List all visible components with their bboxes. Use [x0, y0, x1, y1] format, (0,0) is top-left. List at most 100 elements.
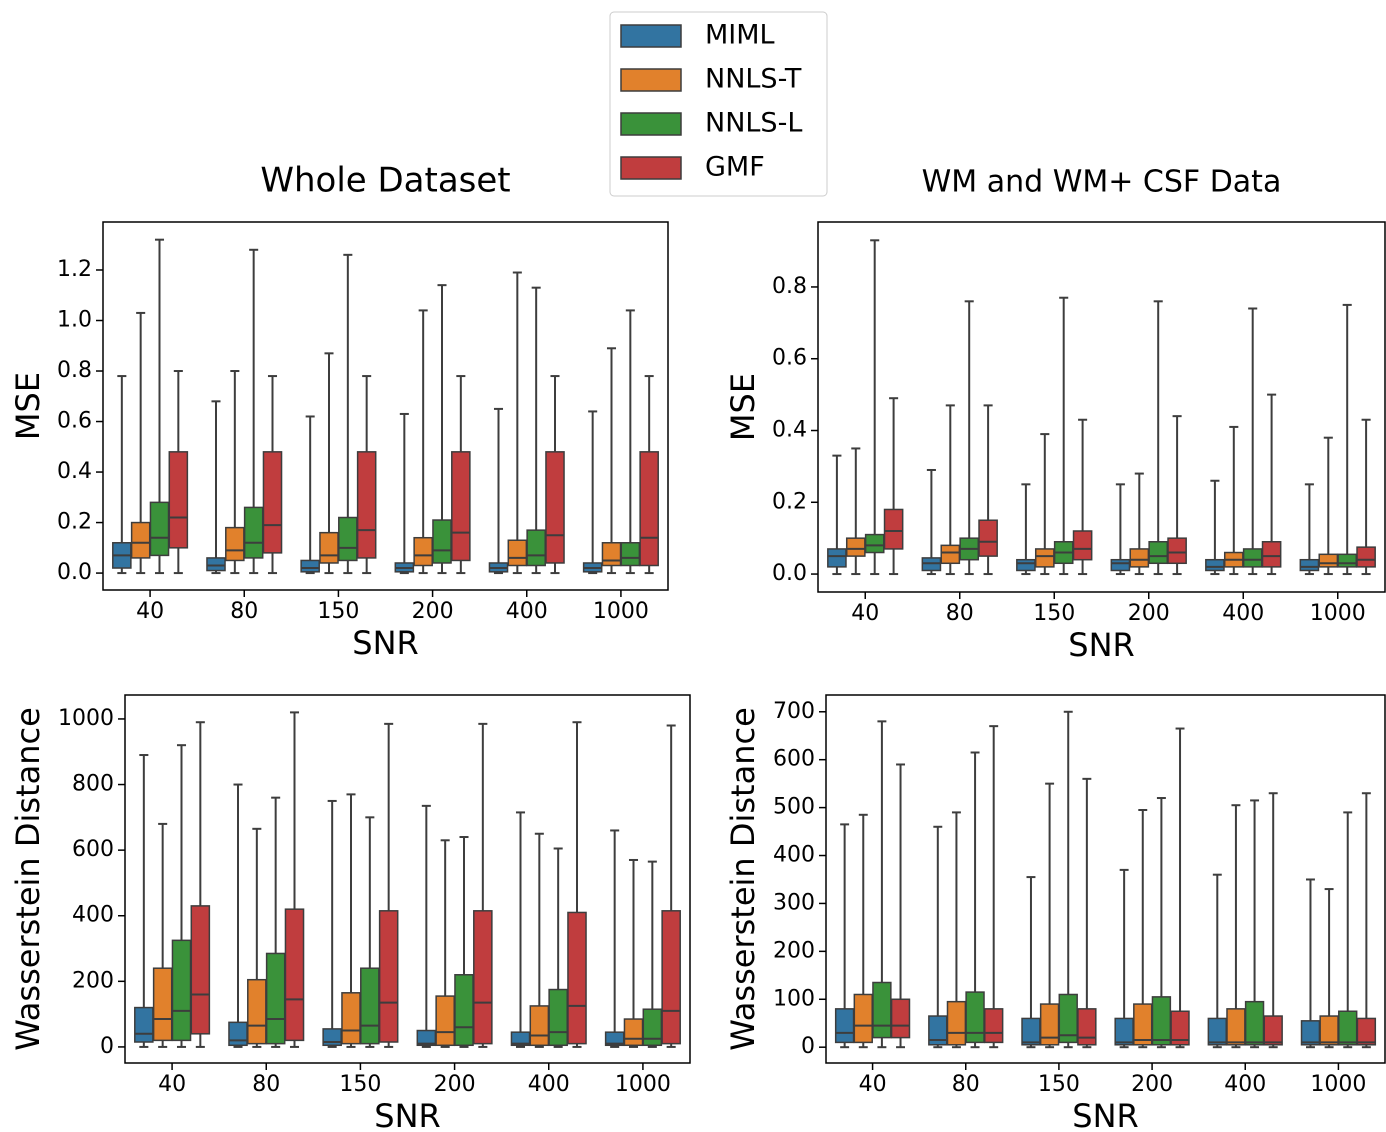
box: [984, 1008, 1004, 1044]
legend-swatch: [620, 24, 682, 48]
x-tick-label: 80: [230, 599, 258, 624]
x-axis-label: SNR: [1072, 1097, 1138, 1132]
x-axis-label: SNR: [352, 624, 418, 662]
y-tick-label: 0.0: [57, 560, 92, 585]
x-tick-label: 80: [946, 601, 974, 626]
box: [190, 905, 211, 1035]
x-axis-label: SNR: [374, 1097, 440, 1132]
y-tick-label: 0.2: [57, 510, 92, 535]
box: [413, 536, 433, 567]
y-axis-label: Wasserstein Distance: [724, 707, 762, 1051]
y-tick-label: 600: [773, 747, 815, 772]
box: [360, 967, 380, 1045]
x-tick-label: 200: [1128, 601, 1170, 626]
legend-label: MIML: [705, 20, 775, 51]
y-tick-label: 600: [72, 837, 114, 862]
legend-label: NNLS-L: [705, 108, 802, 139]
legend-label: GMF: [705, 152, 765, 183]
legend-swatch: [620, 68, 682, 92]
legend-frame: [609, 11, 828, 197]
box: [853, 993, 873, 1044]
axes-frame: [124, 694, 691, 1064]
box: [149, 501, 170, 557]
y-tick-label: 400: [773, 843, 815, 868]
x-tick-label: 400: [1222, 601, 1264, 626]
legend-swatch: [620, 112, 682, 136]
box: [1021, 1017, 1041, 1046]
x-tick-label: 150: [1038, 1072, 1080, 1097]
panel-title: Whole Dataset: [260, 161, 510, 201]
axes-frame: [825, 694, 1386, 1064]
x-tick-label: 40: [158, 1072, 186, 1097]
box: [1039, 1003, 1060, 1046]
y-tick-label: 0.6: [772, 346, 807, 371]
box: [548, 988, 568, 1047]
box: [510, 1031, 531, 1047]
y-tick-label: 400: [72, 903, 114, 928]
box: [827, 548, 847, 568]
box: [1318, 553, 1339, 568]
x-tick-label: 400: [528, 1072, 570, 1097]
y-tick-label: 200: [773, 938, 815, 963]
box: [1300, 1020, 1321, 1046]
box: [1263, 1015, 1283, 1046]
x-tick-label: 150: [339, 1072, 381, 1097]
box: [529, 1005, 550, 1047]
box: [1207, 1017, 1227, 1046]
y-tick-label: 1000: [58, 706, 114, 731]
y-axis-label: MSE: [724, 373, 762, 441]
x-tick-label: 200: [434, 1072, 476, 1097]
y-tick-label: 100: [773, 986, 815, 1011]
box: [864, 533, 885, 554]
box: [620, 542, 641, 567]
box: [356, 451, 377, 559]
box: [1151, 996, 1172, 1046]
box: [1034, 548, 1055, 568]
box: [134, 1006, 154, 1043]
box: [247, 978, 267, 1045]
box: [661, 910, 681, 1045]
box: [883, 508, 904, 550]
box: [1261, 541, 1282, 568]
y-tick-label: 300: [773, 890, 815, 915]
box: [152, 967, 173, 1042]
box: [1133, 1003, 1153, 1046]
box: [601, 542, 622, 567]
box: [965, 991, 985, 1044]
box: [1077, 1008, 1097, 1046]
box: [1129, 548, 1150, 568]
y-tick-label: 0.6: [57, 409, 92, 434]
box: [507, 539, 528, 567]
box: [567, 911, 587, 1045]
y-tick-label: 0.2: [772, 489, 807, 514]
y-tick-label: 0.8: [772, 274, 807, 299]
x-tick-label: 1000: [1310, 601, 1366, 626]
box: [1356, 546, 1376, 568]
x-tick-label: 1000: [593, 599, 649, 624]
box: [416, 1029, 437, 1047]
y-tick-label: 0: [801, 1034, 815, 1059]
box: [319, 531, 339, 564]
x-tick-label: 80: [952, 1072, 980, 1097]
x-tick-label: 1000: [615, 1072, 671, 1097]
box: [225, 526, 245, 562]
box: [1016, 558, 1036, 572]
box: [171, 939, 192, 1042]
box: [300, 559, 320, 573]
y-tick-label: 700: [773, 699, 815, 724]
box: [623, 1018, 644, 1047]
x-tick-label: 200: [412, 599, 454, 624]
box: [1226, 1008, 1246, 1046]
box: [228, 1021, 248, 1047]
x-tick-label: 40: [851, 601, 879, 626]
box: [1167, 537, 1187, 565]
box: [378, 910, 399, 1043]
box: [639, 451, 659, 567]
box: [168, 451, 189, 549]
box: [338, 516, 358, 562]
y-tick-label: 1.2: [57, 257, 92, 282]
box: [940, 544, 961, 565]
box: [284, 908, 305, 1042]
box: [1337, 553, 1358, 568]
box: [1319, 1015, 1339, 1046]
